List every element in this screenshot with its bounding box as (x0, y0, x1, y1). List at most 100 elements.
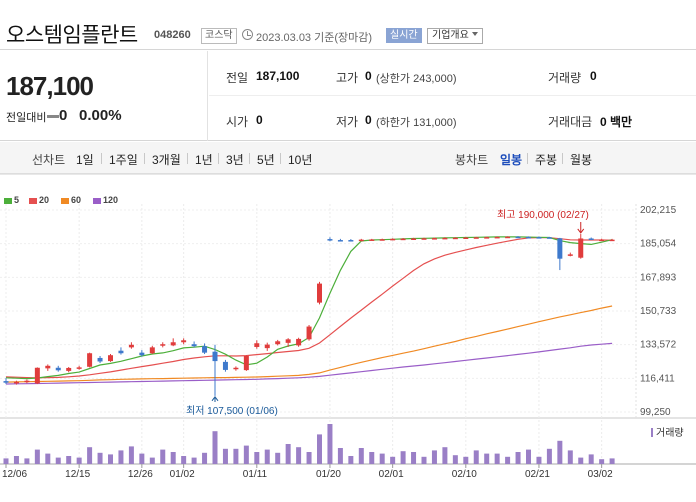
period-1d[interactable]: 1일 (76, 153, 94, 167)
x-axis: 12/06 12/15 12/26 01/02 01/11 01/20 02/01 02/10… (2, 469, 613, 480)
candle-body (160, 344, 166, 346)
x-tick-label: 01/11 (243, 469, 268, 480)
ma5-line (5, 236, 613, 380)
period-5y[interactable]: 5년 (257, 153, 275, 167)
volume-bar (243, 445, 249, 464)
volume-bar (233, 448, 239, 464)
stock-header: 오스템임플란트 048260 코스닥 2023.03.03 기준(장마감) 실시… (0, 0, 696, 50)
volume-bar (108, 454, 113, 464)
candle-body (599, 239, 605, 242)
prev-close-value: 187,100 (256, 69, 300, 83)
volume-bar (484, 453, 490, 464)
volume-bar (97, 452, 103, 464)
y-tick-label: 133,572 (640, 340, 677, 351)
period-10y[interactable]: 10년 (288, 153, 313, 167)
change-label: 전일대비 (6, 112, 47, 124)
candle-body (526, 236, 531, 239)
annotations: 최고 190,000 (02/27) 최저 107,500 (01/06) 거래… (186, 209, 684, 439)
legend-swatch-ma5 (4, 198, 12, 204)
open-label: 시가 (226, 115, 249, 129)
y-axis: 202,215 185,054 167,893 150,733 133,572 116,4… (640, 205, 677, 418)
volume-bar (369, 452, 375, 464)
x-tick-label: 02/01 (379, 469, 404, 480)
volume-bar (296, 447, 302, 464)
volume-bars (3, 424, 653, 464)
period-1y[interactable]: 1년 (195, 153, 213, 167)
volume-bar (222, 448, 228, 464)
volume-bar (505, 456, 511, 464)
candle-body (24, 380, 30, 383)
candle-body (243, 355, 249, 371)
volume-bar (128, 446, 134, 464)
volume-value: 0 (590, 69, 597, 83)
current-price: 187,100 (6, 71, 94, 101)
volume-bar (494, 453, 500, 464)
candle-body (337, 240, 343, 242)
amount-value: 0 백만 (600, 115, 633, 129)
candle-body (222, 361, 228, 370)
ma60-line (5, 305, 613, 383)
price-chart[interactable]: 202,215 185,054 167,893 150,733 133,572 116,4… (0, 174, 696, 502)
candle-body (76, 367, 82, 369)
volume-bar (515, 452, 521, 464)
volume-bar (473, 450, 479, 464)
volume-bar (87, 447, 93, 464)
high-label: 고가 (336, 71, 359, 85)
low-label: 저가 (336, 115, 359, 129)
y-tick-label: 202,215 (640, 205, 677, 216)
market-badge: 코스닥 (201, 28, 237, 44)
volume-bar (526, 449, 531, 464)
legend-label-ma120: 120 (103, 195, 119, 205)
volume-label: 거래량 (548, 71, 582, 85)
volume-bar (45, 453, 51, 464)
period-daily[interactable]: 일봉 (500, 153, 523, 167)
volume-bar (379, 453, 385, 464)
volume-bar (170, 452, 176, 464)
candle-body (275, 341, 281, 345)
legend-label-ma5: 5 (14, 195, 20, 205)
low-value: 0 (365, 113, 372, 127)
candle-body (390, 238, 396, 241)
candle-body (358, 239, 364, 242)
y-tick-label: 150,733 (640, 306, 677, 317)
period-monthly[interactable]: 월봉 (570, 153, 593, 167)
volume-bar (348, 456, 354, 464)
volume-bar (149, 457, 155, 464)
divider (144, 153, 145, 164)
candle-body (463, 237, 469, 239)
volume-bar (546, 448, 552, 464)
volume-bar (118, 450, 124, 464)
volume-bar (55, 457, 61, 464)
volume-bar (76, 457, 82, 464)
divider (562, 153, 563, 164)
candle-body (191, 344, 197, 347)
x-tick-label: 12/06 (2, 469, 27, 480)
x-tick-label: 01/02 (170, 469, 195, 480)
period-3m[interactable]: 3개월 (152, 153, 181, 167)
amount-label: 거래대금 (548, 115, 593, 129)
candle-body (609, 239, 615, 242)
candle-body (139, 352, 145, 356)
high-annotation: 최고 190,000 (02/27) (497, 209, 589, 221)
volume-bar (264, 449, 270, 464)
quote-panel: 187,100 전일대비 0 0.00% 전일 187,100 고가 0 (상한… (0, 51, 696, 141)
period-1w[interactable]: 1주일 (109, 153, 138, 167)
candle-body (515, 236, 521, 239)
candle-body (285, 339, 291, 343)
candle-body (55, 367, 61, 371)
company-info-dropdown[interactable]: 기업개요 (427, 28, 483, 44)
volume-bar (139, 453, 145, 464)
volume-label: 거래량 (656, 427, 684, 439)
period-selector: 선차트 1일 1주일 3개월 1년 3년 5년 10년 봉차트 일봉 주봉 월봉 (0, 142, 696, 174)
realtime-button[interactable]: 실시간 (386, 28, 422, 43)
candle-body (170, 342, 176, 346)
x-tick-label: 03/02 (588, 469, 613, 480)
volume-bar (411, 452, 417, 464)
low-annotation: 최저 107,500 (01/06) (186, 405, 278, 417)
company-info-label: 기업개요 (432, 30, 469, 41)
period-weekly[interactable]: 주봉 (535, 153, 558, 167)
candle-body (254, 343, 260, 347)
period-3y[interactable]: 3년 (226, 153, 244, 167)
chevron-down-icon (471, 32, 478, 36)
candle-body (87, 353, 93, 367)
